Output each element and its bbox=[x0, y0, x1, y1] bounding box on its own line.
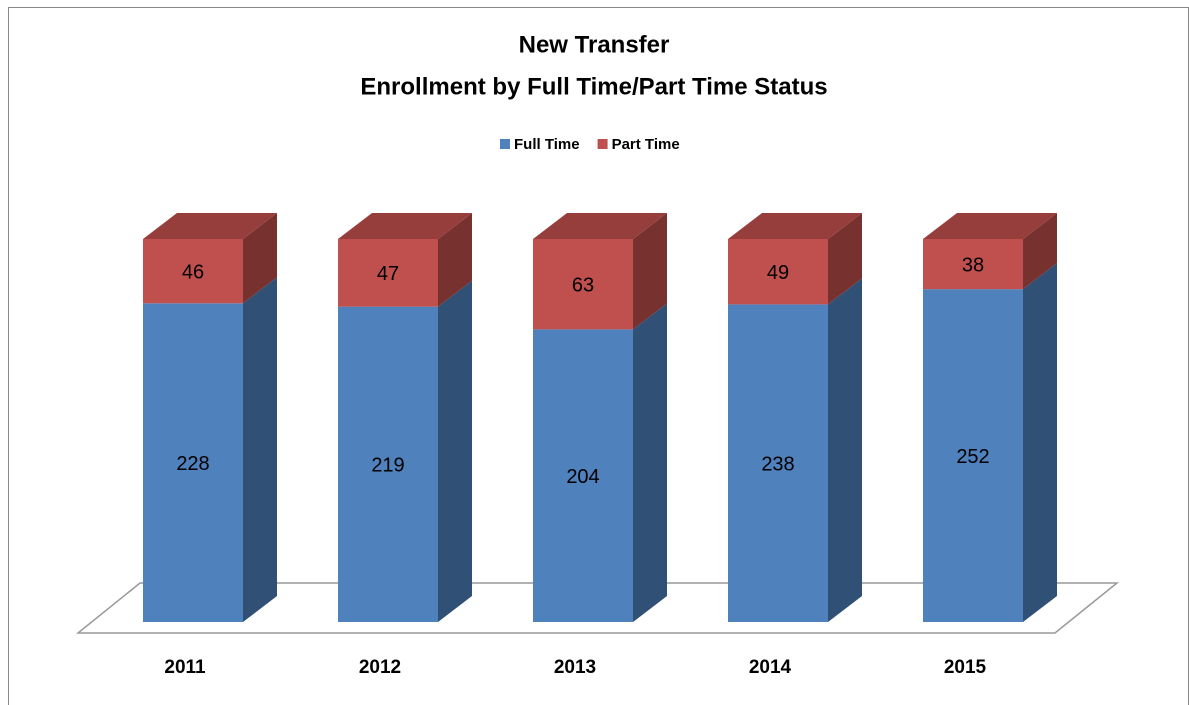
x-tick-label: 2015 bbox=[944, 657, 987, 678]
bar-side bbox=[1023, 213, 1057, 290]
legend: Full Time Part Time bbox=[500, 136, 680, 153]
legend-label: Full Time bbox=[514, 136, 580, 153]
bar-side bbox=[828, 213, 862, 305]
data-label: 204 bbox=[566, 466, 599, 488]
bar-top bbox=[923, 213, 1057, 239]
bar-top bbox=[533, 213, 667, 239]
bar bbox=[533, 239, 633, 330]
bar-side bbox=[438, 213, 472, 307]
bar bbox=[143, 303, 243, 622]
data-label: 219 bbox=[371, 455, 404, 477]
bar bbox=[533, 329, 633, 622]
chart-title: New Transfer bbox=[519, 31, 670, 58]
bar bbox=[143, 239, 243, 304]
x-tick-label: 2013 bbox=[554, 657, 596, 678]
bar bbox=[728, 304, 828, 622]
legend-label: Part Time bbox=[612, 136, 680, 153]
x-tick-label: 2011 bbox=[164, 657, 206, 678]
bar-side bbox=[828, 278, 862, 622]
x-tick-label: 2014 bbox=[749, 657, 792, 678]
data-label: 252 bbox=[956, 446, 989, 468]
bar-side bbox=[1023, 263, 1057, 622]
data-label: 47 bbox=[377, 263, 399, 285]
bar-side bbox=[438, 280, 472, 622]
data-label: 63 bbox=[572, 274, 594, 296]
bar-side bbox=[243, 213, 277, 304]
legend-swatch bbox=[597, 139, 608, 149]
bar bbox=[728, 239, 828, 305]
x-tick-label: 2012 bbox=[359, 657, 401, 678]
bar bbox=[338, 306, 438, 622]
data-label: 46 bbox=[182, 261, 204, 283]
bar-side bbox=[243, 277, 277, 622]
chart-subtitle: Enrollment by Full Time/Part Time Status bbox=[360, 73, 827, 100]
bar-top bbox=[338, 213, 472, 239]
bar bbox=[923, 239, 1023, 290]
data-label: 238 bbox=[761, 453, 794, 475]
legend-swatch bbox=[500, 139, 510, 149]
bar-side bbox=[633, 303, 667, 622]
data-label: 228 bbox=[176, 453, 209, 475]
data-label: 49 bbox=[767, 262, 789, 284]
bar bbox=[923, 289, 1023, 622]
bar bbox=[338, 239, 438, 307]
bar-top bbox=[728, 213, 862, 239]
bar-top bbox=[143, 213, 277, 239]
bar-side bbox=[633, 213, 667, 330]
data-label: 38 bbox=[962, 254, 984, 276]
